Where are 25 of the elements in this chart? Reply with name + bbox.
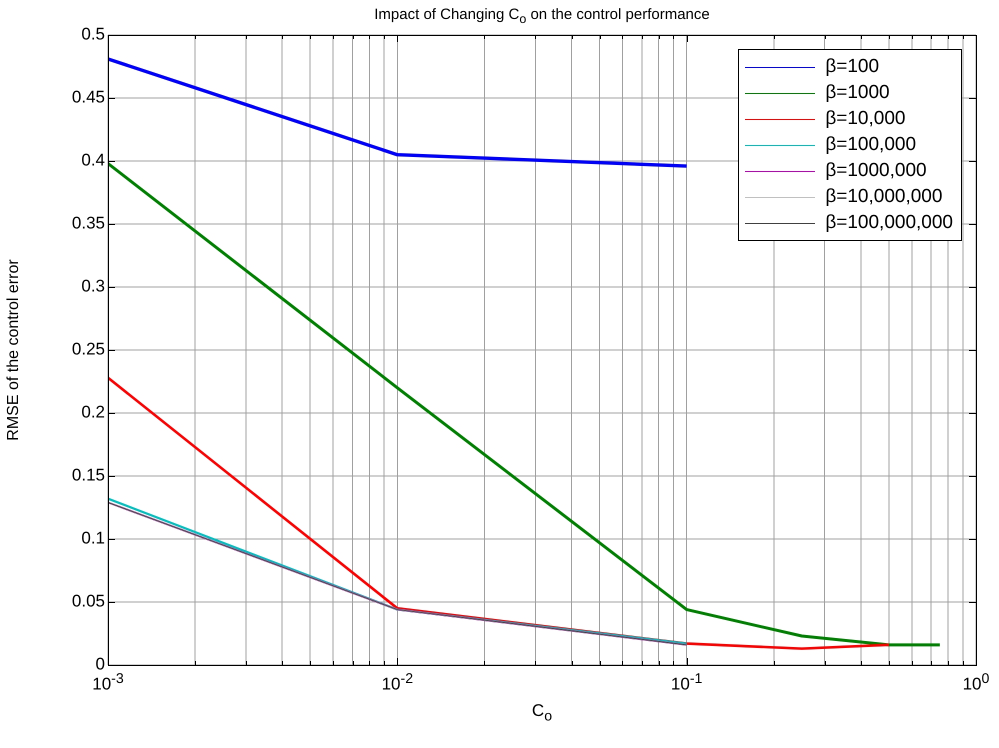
y-tick-label: 0.5 xyxy=(81,24,105,44)
x-tick-label: 10$^{-3}$ xyxy=(92,671,124,694)
y-tick-label: 0.3 xyxy=(81,276,105,296)
y-tick-label: 0.15 xyxy=(72,466,105,485)
chart-title: Impact of Changing C$_{o}$ on the control performance xyxy=(374,6,710,26)
y-tick-label: 0.1 xyxy=(81,528,105,548)
y-tick-label: 0.2 xyxy=(81,402,105,422)
legend-label: β=100,000 xyxy=(825,134,916,156)
y-tick-label: 0 xyxy=(96,654,105,674)
legend-label: β=1000,000 xyxy=(825,160,927,182)
y-tick-label: 0.45 xyxy=(72,88,105,107)
y-axis-title: RMSE of the control error xyxy=(5,258,22,441)
legend-label: β=100 xyxy=(825,56,880,78)
x-tick-label: 10$^{-2}$ xyxy=(382,671,414,695)
legend-label: β=10,000,000 xyxy=(825,186,942,208)
y-tick-label: 0.25 xyxy=(72,340,105,359)
legend-label: β=1000 xyxy=(825,82,890,104)
legend-label: β=100,000,000 xyxy=(825,212,953,234)
x-axis-title: C$_{o}$ xyxy=(532,701,552,724)
y-tick-label: 0.05 xyxy=(72,592,105,611)
x-tick-label: 10$^{-1}$ xyxy=(670,671,702,695)
y-tick-label: 0.4 xyxy=(81,150,105,170)
x-tick-label: 10$^{0}$ xyxy=(962,671,990,695)
y-tick-label: 0.35 xyxy=(72,214,105,233)
legend-label: β=10,000 xyxy=(825,108,906,130)
